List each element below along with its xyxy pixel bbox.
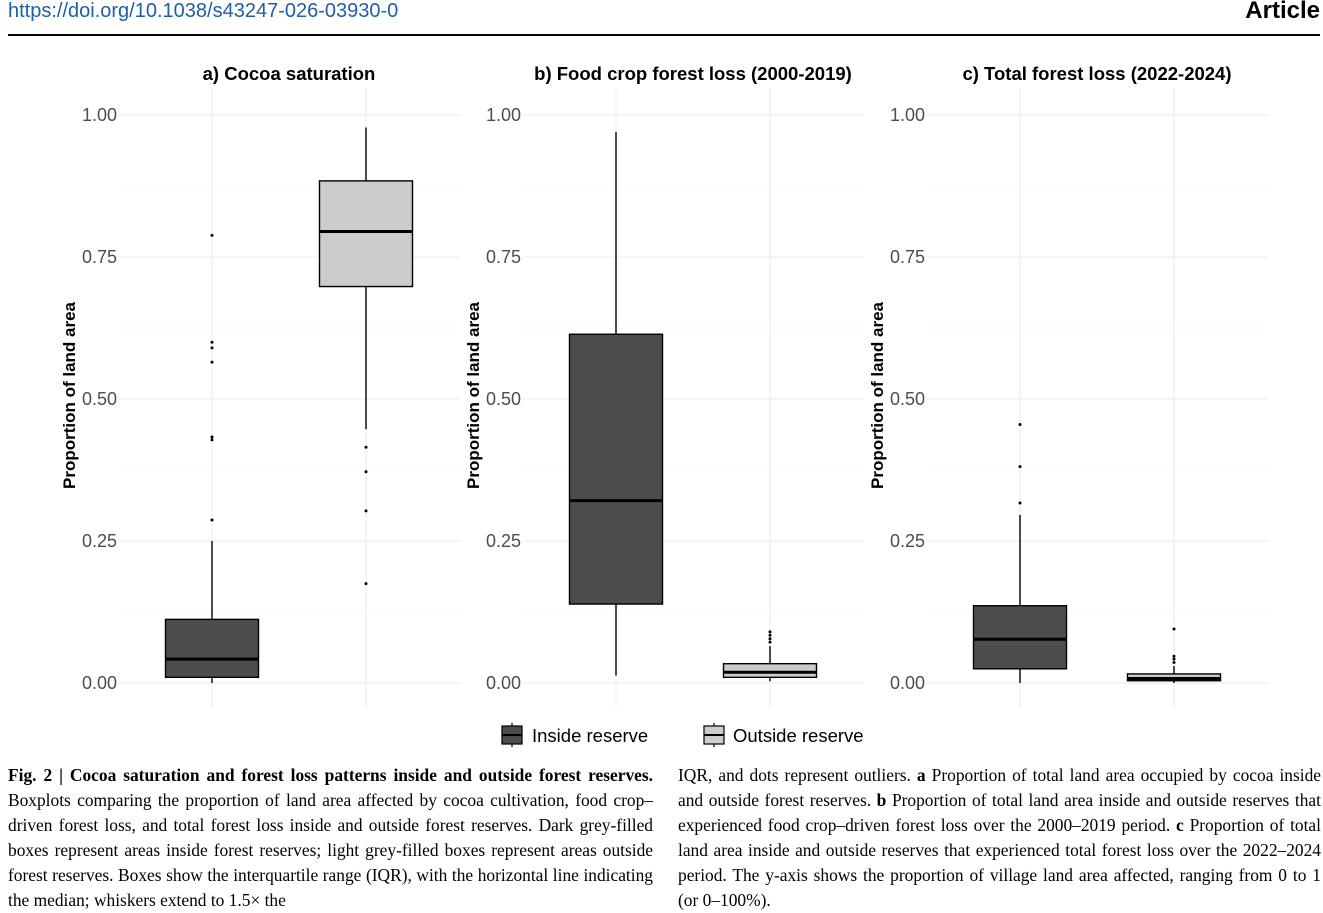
caption-text-2: Proportion of total land area occupied b… [678, 765, 1322, 810]
panel-2-ytick-label: 0.25 [486, 531, 521, 551]
panel-1-title: a) Cocoa saturation [203, 63, 376, 84]
panel-3-inside-outlier [1018, 501, 1022, 505]
panel-2-inside-box [568, 333, 664, 605]
panel-3-ytick-label: 0.75 [890, 247, 925, 267]
caption-label-b: b [876, 790, 887, 810]
panel-1-ytick-label: 1.00 [82, 105, 117, 125]
boxplot-figure: 0.00 0.25 0.50 0.75 1.00 Proportion of land a… [60, 63, 1268, 747]
panel-1-outside-box [318, 180, 414, 288]
panel-1-inside-box [164, 618, 260, 679]
doi-link[interactable]: https://doi.org/10.1038/s43247-026-03930… [8, 0, 399, 22]
caption-text: Boxplots comparing the proportion of lan… [8, 790, 653, 910]
panel-2-outside-outlier [768, 640, 772, 644]
panel-3-outside-outlier [1172, 627, 1176, 631]
panel-2-outside-outlier [768, 637, 772, 641]
article-label: Article [1245, 0, 1320, 24]
legend-outside-label: Outside reserve [733, 725, 864, 746]
caption-text-1: IQR, and dots represent outliers. [678, 765, 917, 785]
panel-2-outside-outlier [768, 630, 772, 634]
panel-1-inside-outlier [210, 340, 214, 344]
caption-title: Fig. 2 | Cocoa saturation and forest los… [8, 765, 653, 785]
panel-3-outside-outlier [1172, 657, 1176, 661]
panel-3-title: c) Total forest loss (2022-2024) [962, 63, 1231, 84]
legend-inside-label: Inside reserve [532, 725, 648, 746]
caption-text-3: Proportion of total land area inside and… [678, 790, 1321, 835]
caption-label-a: a [916, 765, 926, 785]
panel-3-ytick-label: 0.25 [890, 531, 925, 551]
panel-2-ytick-label: 1.00 [486, 105, 521, 125]
panel-2-ytick-label: 0.50 [486, 389, 521, 409]
panel-2-title: b) Food crop forest loss (2000-2019) [534, 63, 852, 84]
figure-caption-left: Fig. 2 | Cocoa saturation and forest los… [8, 763, 653, 913]
panel-1-inside-outlier [210, 435, 214, 439]
panel-3-ytick-label: 0.00 [890, 673, 925, 693]
panel-1-ytick-label: 0.00 [82, 673, 117, 693]
panel-1-inside-outlier [210, 360, 214, 364]
panel-1-outside-outlier [364, 582, 368, 586]
page-header: https://doi.org/10.1038/s43247-026-03930… [0, 0, 1323, 36]
figure-caption-right: IQR, and dots represent outliers. a Prop… [678, 763, 1321, 913]
panel-2-outside-box [722, 662, 818, 679]
panel-1-inside-outlier [210, 438, 214, 442]
panel-1-ytick-label: 0.25 [82, 531, 117, 551]
panel-2-ylabel: Proportion of land area [464, 301, 483, 489]
panel-2-ytick-label: 0.00 [486, 673, 521, 693]
panel-3-outside-outlier [1172, 661, 1176, 665]
caption-text-4: Proportion of total land area inside and… [678, 815, 1321, 910]
panel-1-outside-outlier [364, 445, 368, 449]
panel-3-ytick-label: 0.50 [890, 389, 925, 409]
panel-3-inside-box [972, 605, 1068, 670]
panel-3-inside-outlier [1018, 465, 1022, 469]
panel-1-ylabel: Proportion of land area [60, 301, 79, 489]
panel-2-ytick-label: 0.75 [486, 247, 521, 267]
caption-label-c: c [1176, 815, 1184, 835]
panel-1-outside-outlier [364, 509, 368, 513]
panel-2-outside-outlier [768, 633, 772, 637]
header-rule [8, 34, 1320, 36]
panel-1-inside-outlier [210, 346, 214, 350]
panel-1-ytick-label: 0.50 [82, 389, 117, 409]
panel-1-inside-outlier [210, 518, 214, 522]
panel-3-outside-outlier [1172, 654, 1176, 658]
panel-3-ylabel: Proportion of land area [868, 301, 887, 489]
panel-1-outside-outlier [364, 470, 368, 474]
panel-1-inside-outlier [210, 233, 214, 237]
panel-3-inside-outlier [1018, 423, 1022, 427]
panel-3-ytick-label: 1.00 [890, 105, 925, 125]
panel-1-ytick-label: 0.75 [82, 247, 117, 267]
